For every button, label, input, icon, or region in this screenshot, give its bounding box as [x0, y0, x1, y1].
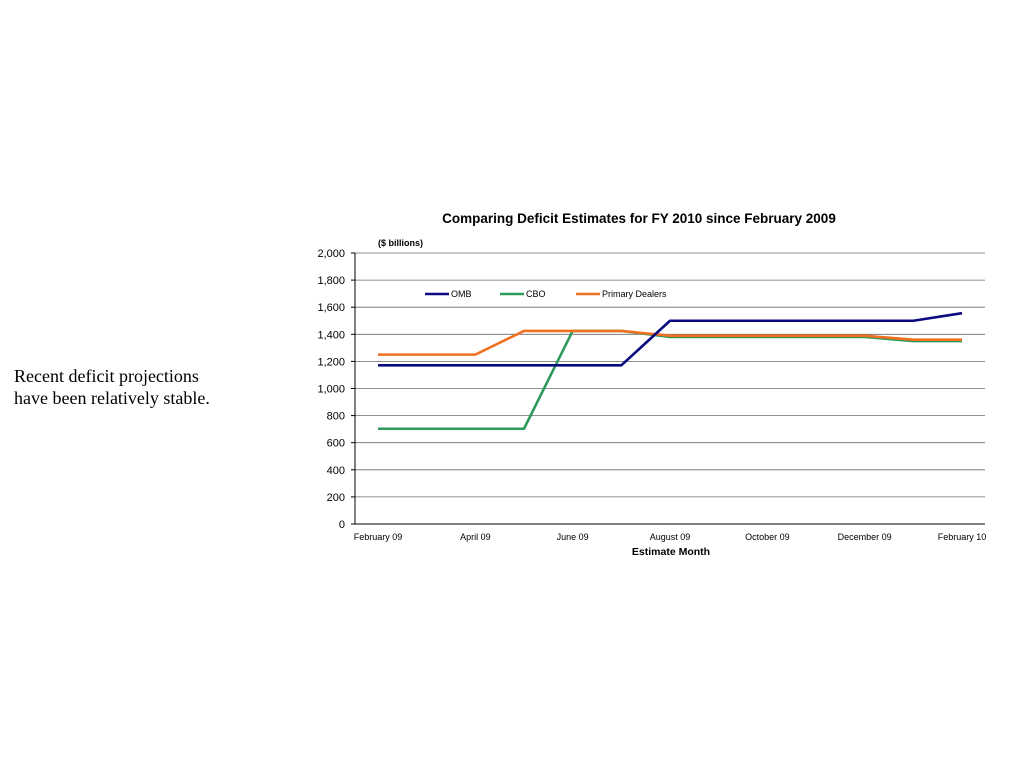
y-tick-label: 600 — [327, 438, 345, 450]
y-tick-label: 0 — [339, 519, 345, 531]
series-line-primary-dealers — [378, 329, 962, 356]
y-tick-labels: 0 200 400 600 800 1,000 1,200 1,400 1,600 1,800 2,… — [317, 248, 345, 531]
x-tick-label: December 09 — [838, 532, 892, 542]
y-tick-label: 1,800 — [317, 275, 345, 287]
x-tick-label: June 09 — [557, 532, 589, 542]
series-lines — [378, 311, 963, 431]
x-tick-label: February 10 — [938, 532, 987, 542]
y-tick-label: 800 — [327, 411, 345, 423]
chart-title: Comparing Deficit Estimates for FY 2010 … — [442, 211, 836, 226]
axes — [351, 252, 985, 525]
y-unit-label: ($ billions) — [378, 238, 423, 248]
x-tick-label: August 09 — [650, 532, 691, 542]
series-line-cbo — [378, 329, 962, 431]
y-tick-label: 400 — [327, 465, 345, 477]
gridlines — [355, 252, 985, 498]
legend-label-omb: OMB — [451, 289, 472, 299]
legend: OMB CBO Primary Dealers — [425, 289, 667, 299]
x-tick-label: February 09 — [354, 532, 403, 542]
series-line-omb — [378, 311, 963, 367]
y-tick-label: 1,600 — [317, 302, 345, 314]
y-tick-label: 1,200 — [317, 356, 345, 368]
legend-label-cbo: CBO — [526, 289, 546, 299]
y-tick-label: 200 — [327, 492, 345, 504]
y-tick-label: 1,000 — [317, 384, 345, 396]
x-axis-title: Estimate Month — [632, 546, 710, 558]
y-tick-label: 2,000 — [317, 248, 345, 260]
legend-label-primary-dealers: Primary Dealers — [602, 289, 667, 299]
x-tick-labels: February 09 April 09 June 09 August 09 Octob… — [354, 532, 987, 542]
x-tick-label: October 09 — [745, 532, 790, 542]
y-tick-label: 1,400 — [317, 329, 345, 341]
x-tick-label: April 09 — [460, 532, 491, 542]
slide-side-note: Recent deficit projections have been rel… — [14, 366, 210, 408]
